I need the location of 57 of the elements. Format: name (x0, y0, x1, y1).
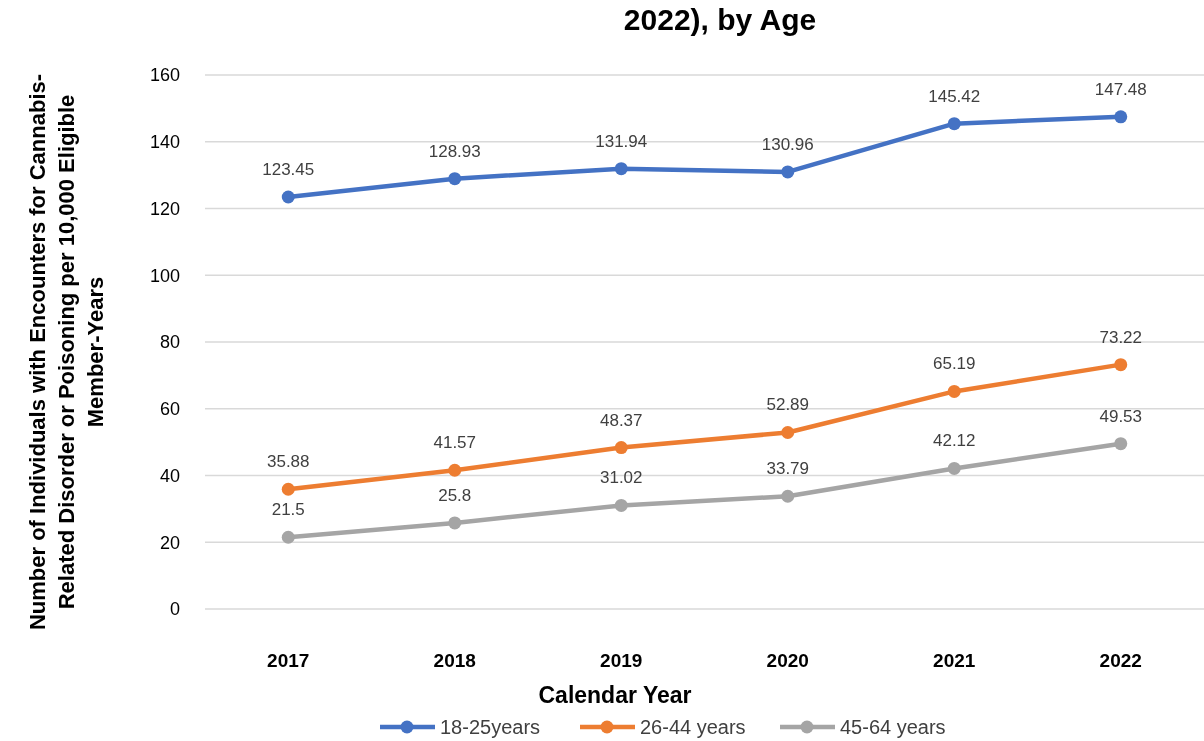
legend-label: 45-64 years (840, 716, 946, 738)
data-label: 128.93 (428, 141, 481, 161)
x-tick-label: 2018 (433, 650, 476, 671)
chart-title: 2022), by Age (623, 3, 817, 36)
y-tick-label: 0 (169, 599, 180, 620)
data-label: 123.45 (262, 159, 315, 179)
point (781, 425, 795, 439)
point (614, 162, 628, 176)
y-tick-label: 140 (149, 132, 180, 153)
data-label: 147.48 (1094, 79, 1147, 99)
y-tick-label: 100 (149, 265, 180, 286)
y-tick-label: 80 (159, 332, 180, 353)
point (781, 489, 795, 503)
data-label: 65.19 (932, 354, 976, 374)
point (614, 498, 628, 512)
data-label: 52.89 (766, 395, 810, 415)
point (281, 482, 295, 496)
data-label: 49.53 (1099, 406, 1143, 426)
point (614, 441, 628, 455)
point (947, 117, 961, 131)
point (947, 461, 961, 475)
data-label: 35.88 (266, 452, 310, 472)
data-label: 42.12 (932, 431, 976, 451)
point (1114, 437, 1128, 451)
legend-label: 26-44 years (640, 716, 746, 738)
data-label: 131.94 (595, 131, 648, 151)
y-tick-label: 160 (149, 65, 180, 86)
point (1114, 358, 1128, 372)
x-tick-label: 2019 (600, 650, 643, 671)
point (448, 516, 462, 530)
y-tick-label: 120 (149, 198, 180, 219)
y-tick-label: 20 (159, 532, 180, 553)
x-tick-label: 2022 (1099, 650, 1142, 671)
data-label: 130.96 (761, 134, 814, 154)
data-label: 41.57 (433, 433, 477, 453)
x-tick-label: 2017 (267, 650, 310, 671)
point (1114, 110, 1128, 124)
y-tick-label: 40 (159, 465, 180, 486)
data-label: 21.5 (271, 500, 305, 520)
data-label: 145.42 (928, 86, 981, 106)
point (281, 530, 295, 544)
point (781, 165, 795, 179)
data-label: 25.8 (438, 485, 472, 505)
legend-label: 18-25years (440, 716, 541, 738)
data-label: 48.37 (599, 410, 643, 430)
y-tick-label: 60 (159, 399, 180, 420)
point (281, 190, 295, 204)
point (448, 463, 462, 477)
y-axis-title: Number of Individuals with Encounters for Cannabis-Related Disorder or Poisoning per 10,000 Eligible Member-Years (25, 73, 108, 631)
data-label: 73.22 (1099, 327, 1143, 347)
x-tick-label: 2021 (933, 650, 976, 671)
point (947, 384, 961, 398)
data-label: 33.79 (766, 459, 810, 479)
x-axis-title: Calendar Year (538, 682, 692, 708)
data-label: 31.02 (599, 468, 643, 488)
point (448, 172, 462, 186)
x-tick-label: 2020 (766, 650, 809, 671)
